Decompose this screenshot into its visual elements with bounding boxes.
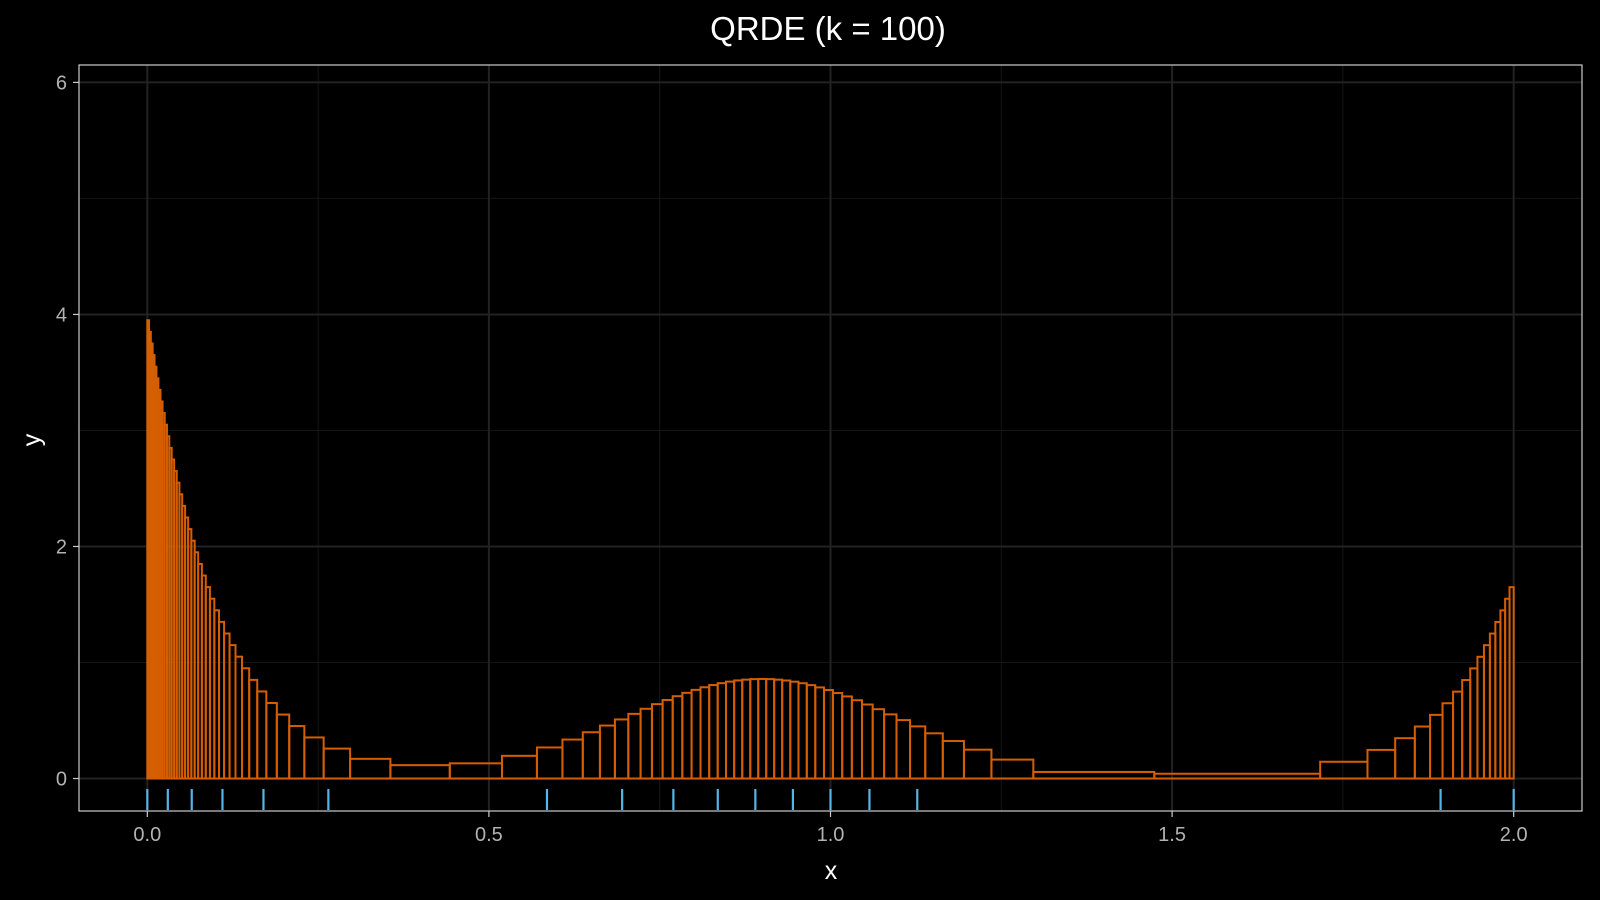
histogram-bin — [990, 758, 1035, 780]
x-tick-label: 2.0 — [1500, 824, 1528, 846]
x-axis-label: x — [825, 857, 838, 885]
y-tick-label: 6 — [56, 72, 67, 94]
chart-title: QRDE (k = 100) — [710, 10, 946, 47]
x-axis-ticks: 0.0 0.5 1.0 1.5 2.0 — [133, 811, 1528, 846]
y-tick-label: 0 — [56, 769, 67, 791]
x-tick-label: 1.5 — [1158, 824, 1186, 846]
histogram-bin — [1508, 586, 1515, 780]
histogram-bars — [146, 319, 1515, 780]
y-axis-label: y — [18, 433, 46, 446]
x-tick-label: 0.0 — [133, 824, 161, 846]
rug-marks — [146, 789, 1515, 810]
y-tick-label: 2 — [56, 536, 67, 558]
y-tick-label: 4 — [56, 304, 67, 326]
x-tick-label: 0.5 — [475, 824, 503, 846]
x-tick-label: 1.0 — [817, 824, 845, 846]
y-axis-ticks: 0 2 4 6 — [56, 72, 79, 791]
